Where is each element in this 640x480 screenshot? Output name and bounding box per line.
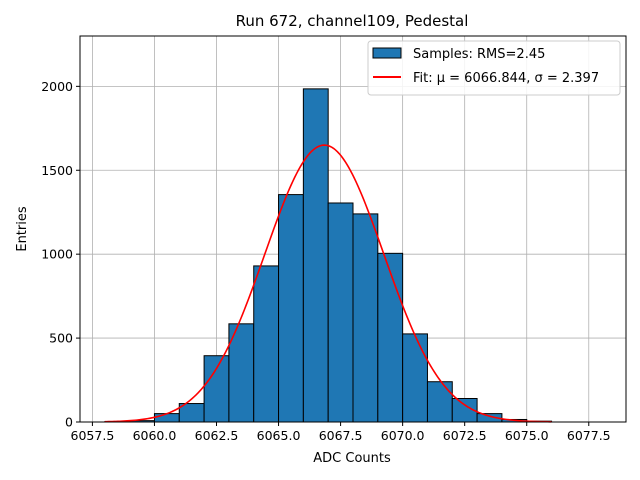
y-axis-label: Entries	[15, 206, 30, 252]
y-tick-label: 2000	[41, 79, 73, 94]
legend-box	[367, 40, 621, 96]
x-tick-label: 6077.5	[567, 428, 611, 443]
y-tick-label: 1500	[41, 163, 73, 178]
y-tick-label: 0	[65, 415, 73, 430]
x-tick-label: 6057.5	[71, 428, 115, 443]
legend-label-fit: Fit: μ = 6066.844, σ = 2.397	[413, 71, 599, 86]
x-axis-label: ADC Counts	[313, 451, 391, 466]
y-tick-label: 1000	[41, 247, 73, 262]
histogram-bar	[153, 413, 180, 423]
y-axis-ticks: 0 500 1000 1500 2000	[41, 79, 80, 430]
plot-frame	[79, 35, 627, 423]
histogram-bar	[402, 333, 428, 423]
histogram-bar	[426, 381, 453, 423]
x-tick-label: 6065.0	[257, 428, 301, 443]
histogram-bars	[104, 88, 553, 423]
chart-title: Run 672, channel109, Pedestal	[236, 12, 469, 30]
histogram-bar	[278, 194, 304, 423]
histogram-bar	[253, 265, 280, 423]
y-tick-label: 500	[49, 331, 73, 346]
legend-label-histogram: Samples: RMS=2.45	[413, 47, 545, 62]
histogram-bar	[302, 88, 329, 423]
x-tick-label: 6067.5	[319, 428, 363, 443]
histogram-bar	[203, 355, 230, 423]
gaussian-fit-curve	[104, 144, 552, 423]
legend-swatch-histogram	[372, 47, 402, 59]
x-tick-label: 6060.0	[133, 428, 177, 443]
legend: Samples: RMS=2.45 Fit: μ = 6066.844, σ =…	[367, 40, 621, 96]
x-tick-label: 6075.0	[505, 428, 549, 443]
histogram-bar	[327, 202, 354, 423]
x-tick-label: 6072.5	[443, 428, 487, 443]
x-tick-label: 6070.0	[381, 428, 425, 443]
x-axis-ticks: 6057.5 6060.0 6062.5 6065.0 6067.5 6070.0 6072…	[71, 422, 611, 443]
histogram-bar	[352, 213, 379, 423]
x-tick-label: 6062.5	[195, 428, 239, 443]
histogram-bar	[377, 252, 404, 423]
